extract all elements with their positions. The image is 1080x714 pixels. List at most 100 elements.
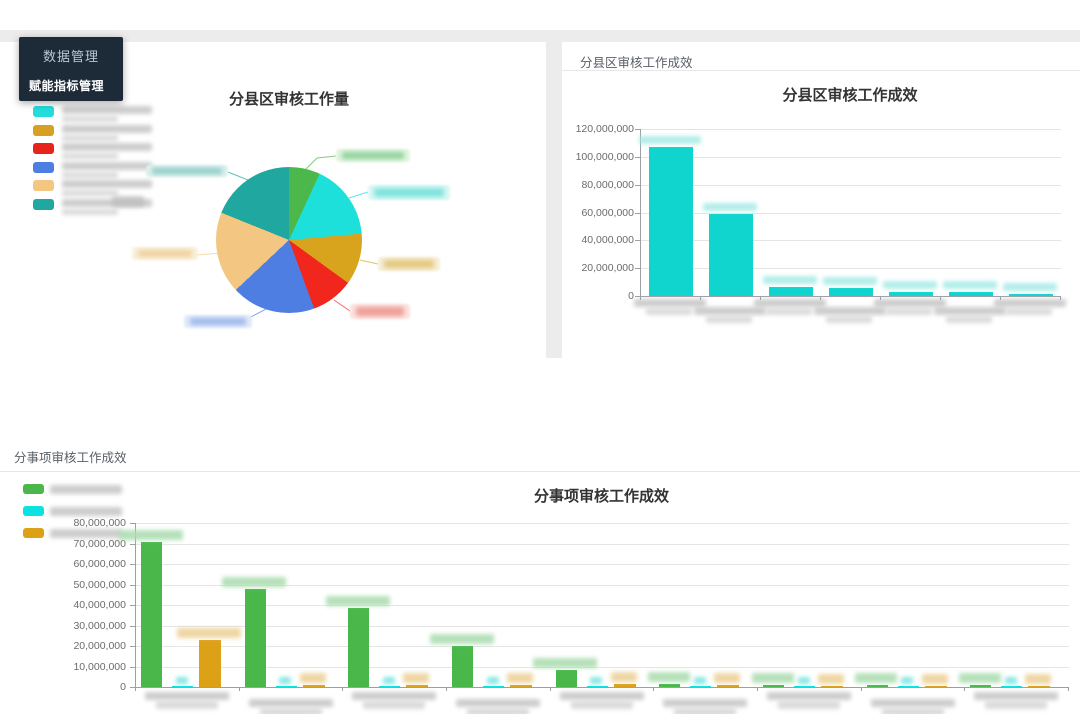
pie-chart-title: 分县区审核工作量 [228, 91, 349, 108]
pie-callout-slice-blue[interactable] [184, 315, 252, 328]
bar-series-green[interactable] [141, 542, 162, 687]
bar-series-cyan[interactable] [690, 686, 712, 687]
x-axis-label-redacted [706, 316, 752, 323]
bar-value-label-redacted [1004, 677, 1017, 684]
bar-series-gold[interactable] [924, 686, 947, 687]
pie-legend-label [62, 143, 152, 151]
pie-legend-swatch[interactable] [33, 143, 54, 154]
bar-series-gold[interactable] [510, 685, 532, 687]
y-axis-tickmark [130, 523, 135, 524]
bar-series-green[interactable] [659, 684, 681, 687]
bar-value-label-redacted [883, 281, 937, 289]
bar[interactable] [949, 292, 993, 296]
bar[interactable] [1009, 294, 1053, 296]
bar-value-label-redacted [177, 628, 241, 638]
grouped-legend-label [50, 507, 122, 516]
bar-series-cyan[interactable] [586, 686, 608, 687]
bar-value-label-redacted [818, 674, 844, 684]
pie-callout-text-redacted [152, 168, 222, 174]
y-axis-tickmark [130, 584, 135, 586]
grouped-legend-label [50, 485, 122, 494]
pie-callout-slice-green[interactable] [336, 149, 410, 162]
pie-legend-swatch[interactable] [33, 106, 54, 117]
bar-series-green[interactable] [970, 685, 992, 687]
bar[interactable] [889, 292, 933, 296]
gridline [136, 564, 1069, 565]
x-axis-tickmark [820, 296, 821, 300]
pie-legend-sublabel [62, 116, 118, 122]
bar-series-cyan[interactable] [1001, 686, 1023, 687]
bar-series-cyan[interactable] [172, 686, 193, 687]
y-axis-tick-label: 60,000,000 [73, 558, 126, 570]
bar-value-label-redacted [639, 136, 701, 144]
bar-series-gold[interactable] [302, 685, 325, 687]
bar-series-green[interactable] [348, 608, 370, 687]
bar-series-gold[interactable] [406, 685, 429, 687]
district-workload-panel: 分县区审核工作量 [12, 42, 546, 434]
bar-series-gold[interactable] [613, 684, 636, 687]
pie-legend-sublabel [62, 153, 118, 159]
bar-chart-title: 分县区审核工作成效 [782, 87, 918, 104]
bar-series-green[interactable] [244, 589, 266, 687]
bar-series-gold[interactable] [199, 640, 221, 687]
bar-series-cyan[interactable] [379, 686, 401, 687]
grouped-legend-swatch-series-cyan[interactable] [23, 506, 44, 516]
bar-series-gold[interactable] [821, 686, 843, 687]
plot-area [135, 523, 1069, 688]
pie-chart[interactable] [216, 167, 362, 313]
y-axis-tickmark [635, 296, 640, 297]
bar-value-label-redacted [533, 658, 598, 668]
pie-legend-swatch[interactable] [33, 161, 54, 173]
pie-legend-swatch[interactable] [33, 124, 54, 136]
pie-legend-label [62, 161, 152, 170]
pie-legend-swatch[interactable] [33, 198, 54, 210]
x-axis-tickmark [940, 296, 941, 300]
menu-item-indicator-management[interactable]: 赋能指标管理 [29, 79, 105, 93]
pie-callout-slice-cyan[interactable] [368, 185, 450, 200]
menu-title[interactable]: 数据管理 [42, 49, 99, 64]
pie-callout-text-redacted [374, 188, 444, 197]
x-axis-label-redacted [994, 299, 1066, 307]
pie-callout-slice-orange[interactable] [132, 247, 198, 260]
x-axis-tickmark [1000, 296, 1001, 300]
y-axis-tick-label: 40,000,000 [581, 234, 634, 247]
pie-callout-slice-teal[interactable] [146, 165, 228, 177]
bar-value-label-redacted [507, 673, 533, 683]
bar-series-gold[interactable] [717, 685, 740, 687]
x-axis-label-redacted [1006, 308, 1052, 315]
bar-series-green[interactable] [452, 646, 473, 687]
pie-callout-slice-red[interactable] [350, 304, 410, 319]
grouped-chart-title: 分事项审核工作成效 [533, 488, 669, 505]
bar-series-cyan[interactable] [897, 686, 919, 687]
bar[interactable] [829, 288, 873, 296]
bar-series-gold[interactable] [1028, 686, 1051, 687]
x-axis-tickmark [880, 296, 881, 300]
bar-series-cyan[interactable] [483, 686, 504, 687]
pie-legend-sublabel [62, 190, 118, 196]
bar[interactable] [769, 287, 813, 296]
bar-series-green[interactable] [866, 685, 888, 687]
pie-callout-slice-gold[interactable] [378, 257, 440, 271]
gridline [136, 666, 1069, 668]
bar-series-cyan[interactable] [275, 686, 297, 687]
x-axis-label-redacted [766, 308, 812, 315]
x-axis-tickmark [1060, 296, 1061, 300]
x-axis-tickmark [238, 687, 240, 691]
bar-series-green[interactable] [763, 685, 784, 687]
bar-series-cyan[interactable] [794, 686, 815, 687]
gridline [641, 156, 1061, 158]
gridline [136, 646, 1069, 647]
y-axis-tick-label: 50,000,000 [73, 578, 126, 591]
grouped-legend-swatch-series-gold[interactable] [23, 528, 44, 538]
gridline [136, 625, 1069, 627]
bar-value-label-redacted [703, 203, 757, 211]
pie-legend-swatch[interactable] [33, 180, 54, 191]
x-axis-label-redacted [559, 692, 644, 700]
bar[interactable] [709, 214, 753, 296]
grouped-legend-swatch-series-green[interactable] [23, 484, 44, 494]
y-axis-tickmark [130, 666, 135, 668]
bar-series-green[interactable] [555, 670, 577, 687]
bar[interactable] [649, 147, 693, 296]
y-axis-tick-label: 20,000,000 [73, 640, 126, 652]
